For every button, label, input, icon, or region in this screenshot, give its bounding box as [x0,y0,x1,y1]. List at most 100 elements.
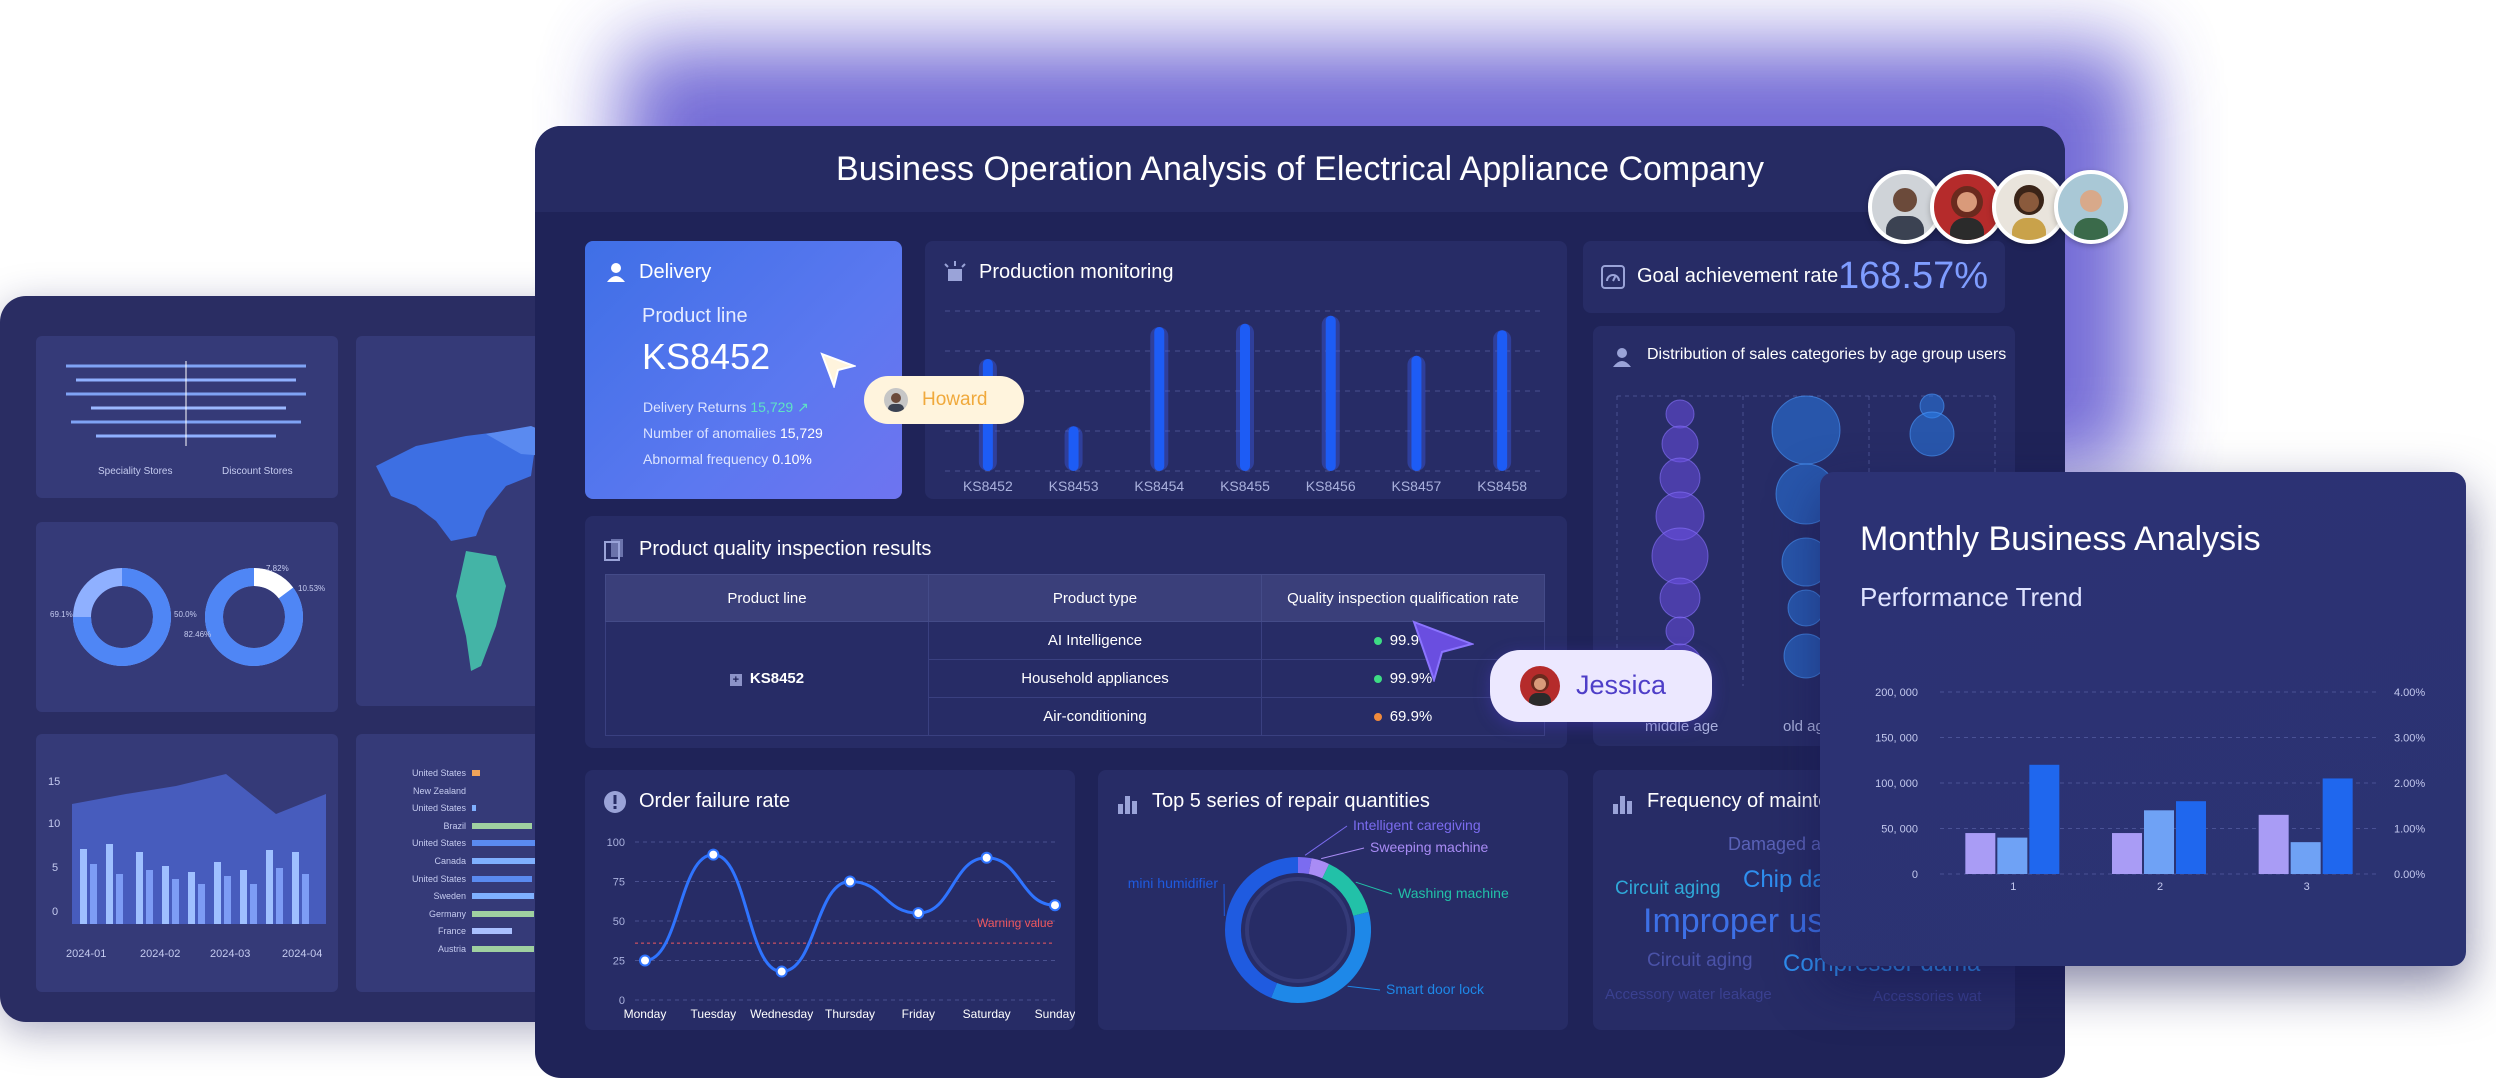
person-icon [1950,186,1984,240]
country-bar [472,946,534,952]
area-x-tick: 2024-04 [282,948,323,960]
area-bar-panel: 15 10 5 0 2024-01 2024-02 2024-03 2024-0… [36,734,338,992]
monthly-chart: 0 0.00% 50, 000 1.00% 100, 000 2.00% 150, 000 3… [1875,687,2425,893]
status-dot [1373,637,1382,646]
donut-label: 7.82% [266,564,289,573]
bar-chart-icon [1613,796,1632,814]
y-tick-label: 50 [613,916,625,928]
avatar[interactable] [2054,170,2128,244]
country-label: United States [411,873,466,884]
delivery-card[interactable]: Delivery Product line KS8452 Delivery Re… [585,241,902,499]
x-tick-label: Thursday [825,1007,875,1021]
secondary-dashboard: Speciality Stores Discount Stores 69.1% … [0,296,600,1022]
production-chart: KS8452 KS8453 KS8454 KS8455 KS8456 KS8457 KS84… [945,310,1545,494]
data-point [912,907,925,920]
country-label: Austria [437,944,466,954]
bubble-chart [1616,393,1996,689]
donut-label: 10.53% [298,584,326,593]
x-tick-label: 2 [2157,881,2163,893]
word-cloud-item: Accessories wat [1873,988,1982,1005]
y-tick-label: 150, 000 [1875,733,1918,745]
x-tick-label: Saturday [963,1007,1011,1021]
donut-slice [1271,911,1371,1003]
product-line-value: KS8452 [642,336,771,377]
country-bar [472,858,544,864]
bar [1965,833,1996,874]
product-type-cell: Household appliances [928,659,1262,698]
slice-label: mini humidifier [1128,875,1219,891]
monthly-title: Monthly Business Analysis [1860,520,2261,558]
y-tick-label: 0 [619,995,625,1007]
repair-title: Top 5 series of repair quantities [1152,790,1430,812]
area-x-tick: 2024-03 [210,948,251,960]
word-cloud-item: Improper us [1643,902,1825,940]
country-label: Canada [434,856,466,866]
bar [2144,810,2174,874]
cursor-pointer-icon [1412,620,1474,682]
order-failure-panel: Order failure rate 0 25 50 75 100 Monday Tuesd… [585,770,1075,1030]
donut-slice [1308,858,1330,879]
x-tick-label: KS8458 [1477,478,1527,494]
table-row[interactable]: Household appliances 99.9% [606,659,1545,698]
slice-label: Sweeping machine [1370,839,1489,855]
warning-label: Warning value [977,916,1054,930]
user-icon [607,263,625,282]
maintenance-panel: Frequency of mainte Damaged ac Circuit a… [1593,770,2015,1030]
expand-icon[interactable]: + [729,674,742,686]
person-icon [2012,185,2046,240]
page-title: Business Operation Analysis of Electrica… [836,150,1764,188]
column-header: Quality inspection qualification rate [1261,574,1545,622]
word-cloud-item: Circuit aging [1615,878,1721,899]
distribution-category: middle age [1645,718,1719,735]
country-bar [472,770,480,776]
x-tick-label: 1 [2010,881,2016,893]
area-x-tick: 2024-01 [66,948,107,960]
maintenance-title: Frequency of mainte [1647,790,1830,812]
abnormal-value: 0.10% [772,451,812,467]
bar [1325,315,1336,471]
monthly-analysis-card: Monthly Business Analysis Performance Tr… [1820,472,2466,966]
country-label: United States [411,768,466,778]
data-point [639,954,651,967]
bar [1240,323,1250,471]
production-panel: Production monitoring KS8452 KS8453 KS8454… [925,241,1567,499]
area-y-tick: 0 [52,906,59,918]
x-tick-label: Tuesday [691,1007,737,1021]
quality-table: Product line Product type Quality inspec… [605,574,1545,736]
alarm-icon [944,261,966,281]
y-tick-label: 50, 000 [1881,824,1918,836]
bar [1411,355,1422,471]
donut-slice [1297,857,1312,875]
country-bar [472,893,534,900]
person-icon [2074,190,2108,240]
data-point [775,965,788,978]
goal-label: Goal achievement rate [1637,265,1839,287]
area-y-tick: 10 [48,818,61,830]
x-tick-label: Wednesday [750,1007,813,1021]
y-tick-label: 100 [607,837,625,849]
product-line-label: Product line [642,305,748,327]
bar [2176,801,2206,874]
data-point [707,848,720,861]
table-row[interactable]: + KS8452 AI Intelligence 99.9% [605,621,1545,736]
y2-tick-label: 3.00% [2394,733,2425,745]
donut-slice [1321,863,1369,917]
avatar [884,388,908,412]
country-label: France [437,926,466,937]
product-type-cell: Air-conditioning [928,697,1262,736]
y2-tick-label: 1.00% [2394,824,2425,836]
store-label: Discount Stores [222,466,293,477]
column-header: Product line [605,574,929,622]
y-tick-label: 0 [1912,869,1918,881]
donut-label: 50.0% [174,610,197,619]
x-tick-label: KS8457 [1392,478,1442,494]
series-line [644,853,1056,974]
y2-tick-label: 4.00% [2394,687,2425,699]
anomalies-label: Number of anomalies [643,425,777,441]
y2-tick-label: 2.00% [2394,778,2425,790]
person-icon [1886,188,1924,240]
gauge-icon [1601,265,1625,289]
y-tick-label: 25 [613,956,625,968]
store-label: Speciality Stores [98,466,173,477]
clipboard-icon [604,539,623,561]
